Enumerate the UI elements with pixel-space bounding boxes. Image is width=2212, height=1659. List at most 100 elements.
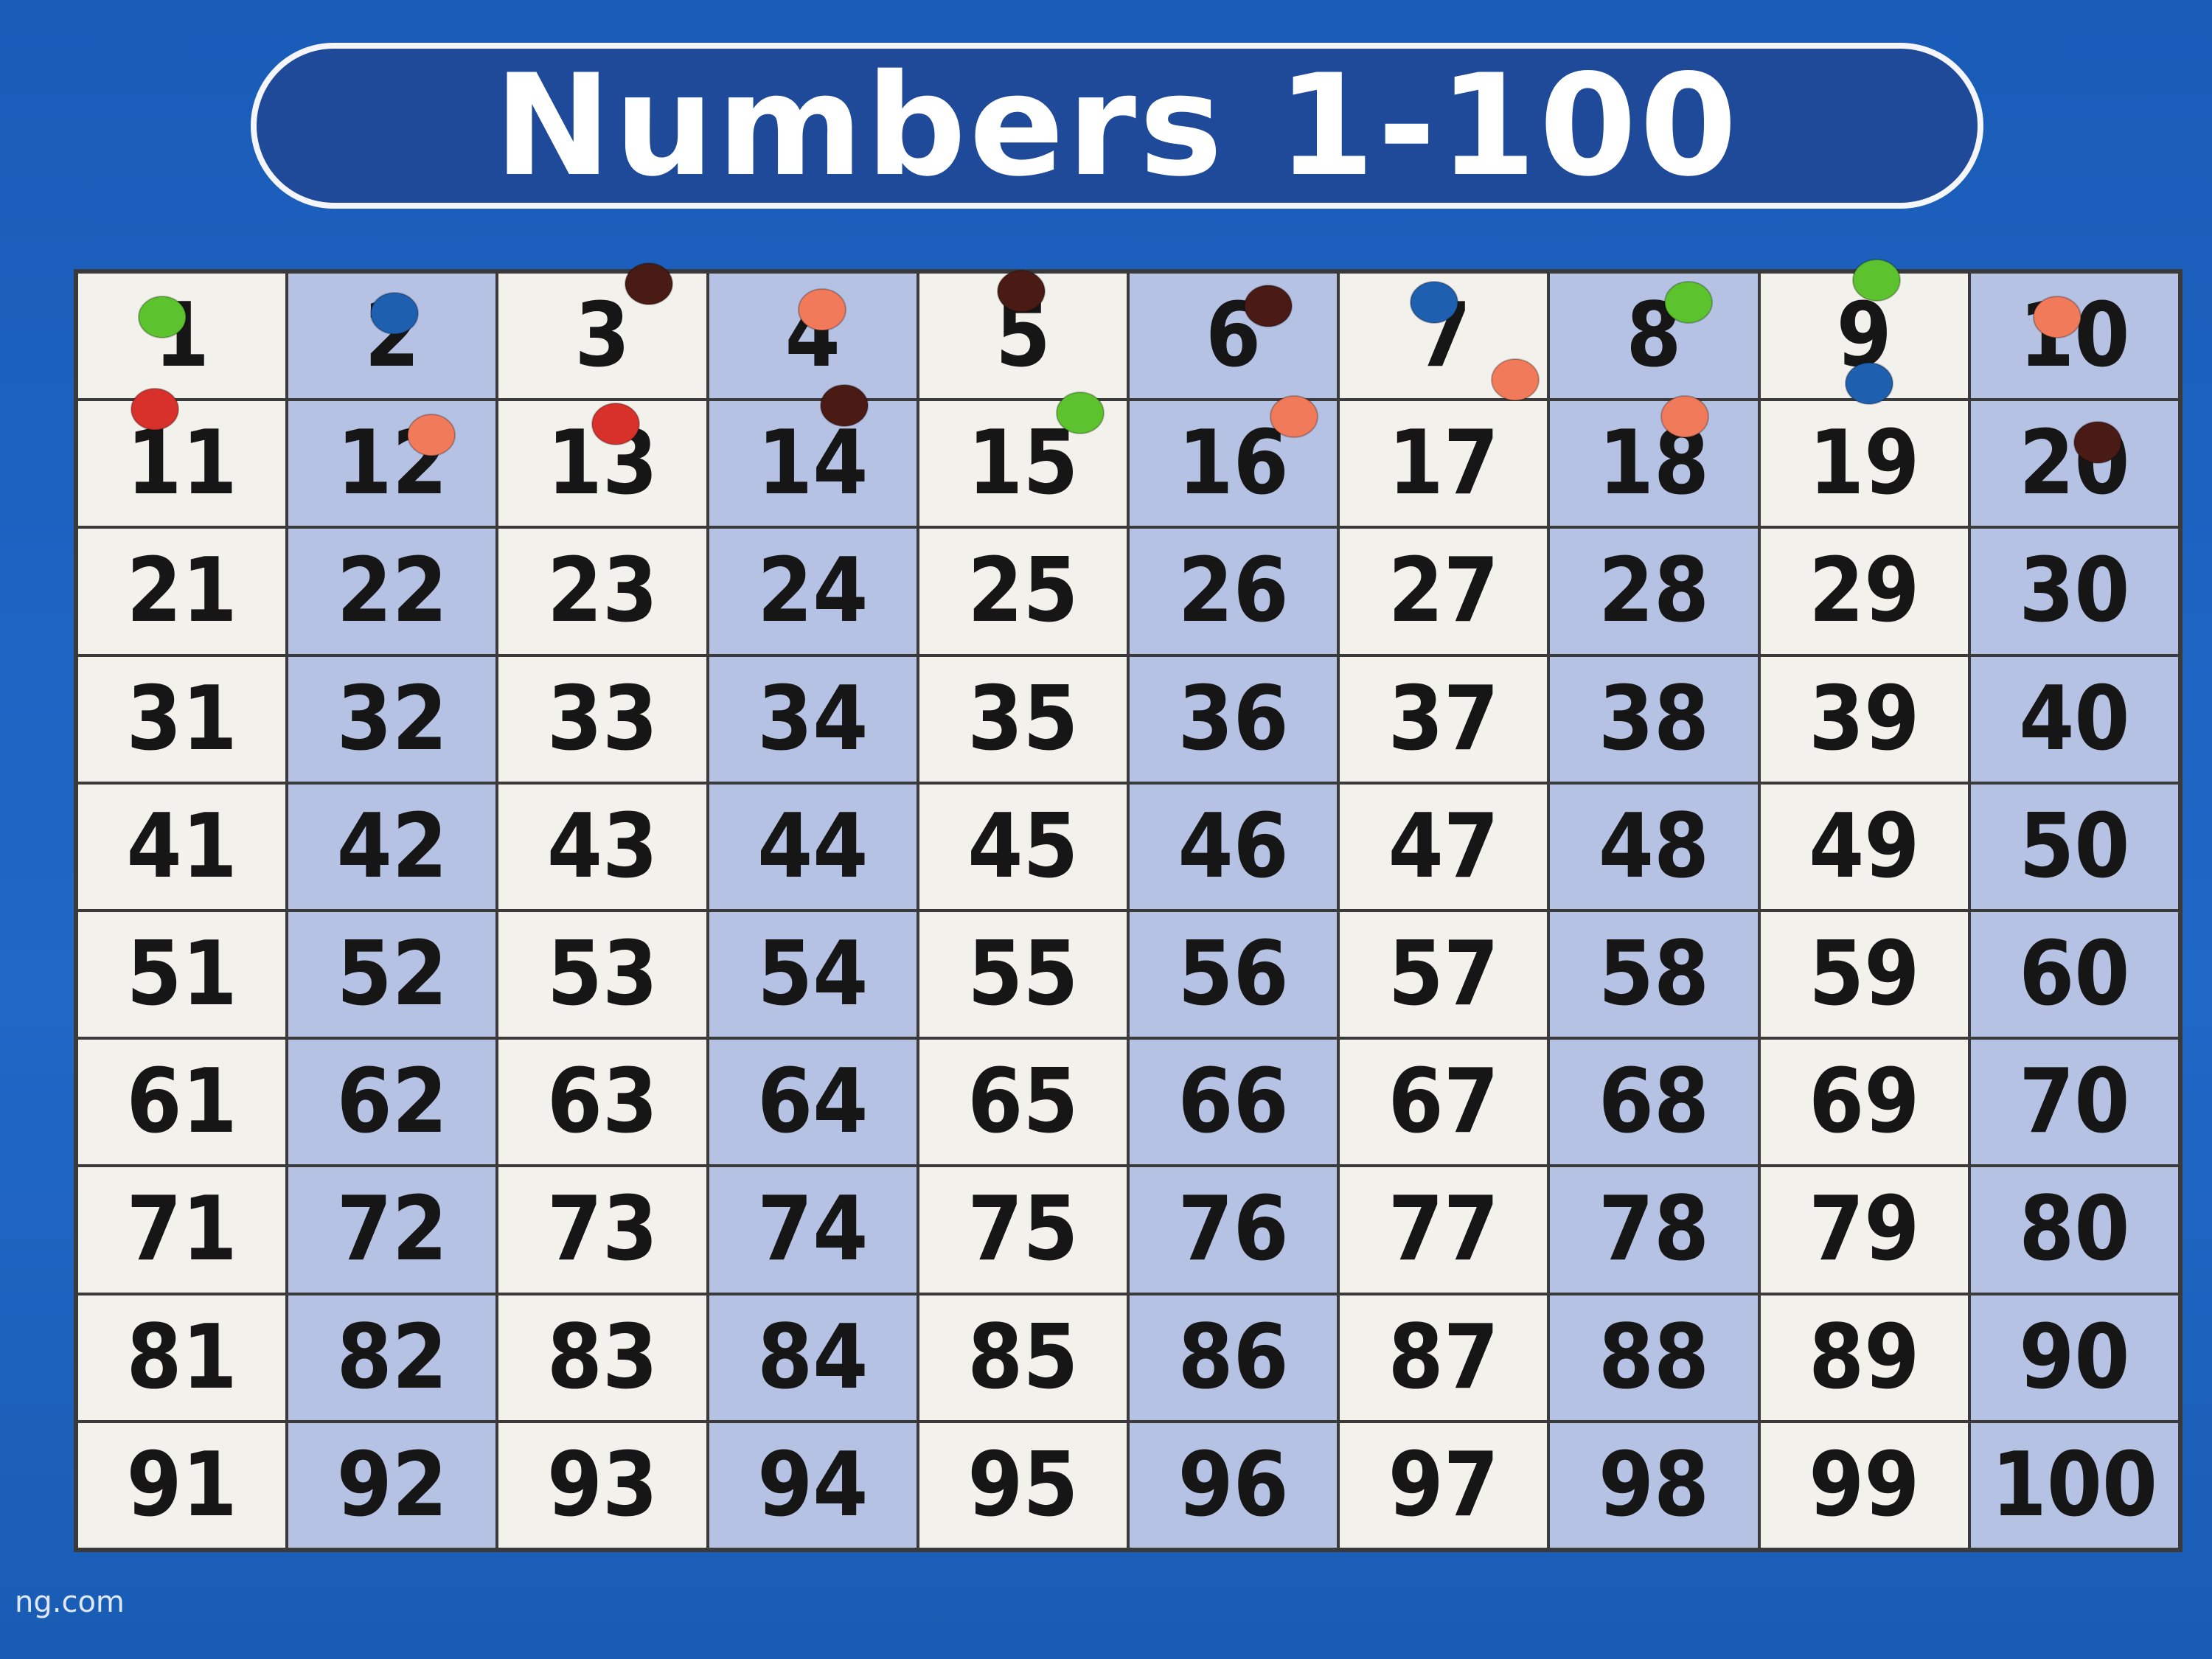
number-cell: 90 <box>1969 1293 2180 1422</box>
number-cell: 64 <box>707 1038 918 1166</box>
number-cell: 40 <box>1969 655 2180 783</box>
number-cell: 4 <box>707 272 918 400</box>
number-cell: 49 <box>1759 782 1969 911</box>
number-cell: 39 <box>1759 655 1969 783</box>
number-cell: 56 <box>1128 910 1339 1039</box>
number-cell: 14 <box>707 400 918 528</box>
number-cell: 99 <box>1759 1421 1969 1549</box>
number-cell: 87 <box>1338 1293 1549 1422</box>
number-cell: 11 <box>77 400 288 528</box>
number-cell: 51 <box>77 910 288 1039</box>
footer-url: ng.com <box>15 1585 125 1619</box>
number-cell: 59 <box>1759 910 1969 1039</box>
number-cell: 94 <box>707 1421 918 1549</box>
number-cell: 9 <box>1759 272 1969 400</box>
number-cell: 17 <box>1338 400 1549 528</box>
number-cell: 89 <box>1759 1293 1969 1422</box>
number-cell: 84 <box>707 1293 918 1422</box>
number-cell: 73 <box>497 1166 708 1294</box>
number-cell: 13 <box>497 400 708 528</box>
number-cell: 66 <box>1128 1038 1339 1166</box>
number-cell: 83 <box>497 1293 708 1422</box>
number-cell: 37 <box>1338 655 1549 783</box>
number-cell: 28 <box>1548 527 1759 655</box>
number-cell: 85 <box>917 1293 1128 1422</box>
number-cell: 74 <box>707 1166 918 1294</box>
number-cell: 97 <box>1338 1421 1549 1549</box>
number-cell: 98 <box>1548 1421 1759 1549</box>
number-cell: 86 <box>1128 1293 1339 1422</box>
number-cell: 93 <box>497 1421 708 1549</box>
number-cell: 75 <box>917 1166 1128 1294</box>
number-cell: 60 <box>1969 910 2180 1039</box>
number-cell: 26 <box>1128 527 1339 655</box>
number-cell: 45 <box>917 782 1128 911</box>
number-cell: 42 <box>287 782 498 911</box>
number-cell: 43 <box>497 782 708 911</box>
number-cell: 12 <box>287 400 498 528</box>
number-cell: 63 <box>497 1038 708 1166</box>
number-cell: 61 <box>77 1038 288 1166</box>
number-cell: 71 <box>77 1166 288 1294</box>
number-cell: 62 <box>287 1038 498 1166</box>
number-grid: 1 2 3 4 5 6 7 8 9 10 11 12 13 14 15 16 17 18 19 20 21 22 23 24 2… <box>74 269 2183 1552</box>
number-cell: 31 <box>77 655 288 783</box>
number-cell: 1 <box>77 272 288 400</box>
number-cell: 21 <box>77 527 288 655</box>
number-cell: 24 <box>707 527 918 655</box>
number-cell: 20 <box>1969 400 2180 528</box>
number-cell: 81 <box>77 1293 288 1422</box>
number-cell: 67 <box>1338 1038 1549 1166</box>
number-cell: 27 <box>1338 527 1549 655</box>
number-cell: 50 <box>1969 782 2180 911</box>
number-cell: 2 <box>287 272 498 400</box>
number-cell: 65 <box>917 1038 1128 1166</box>
number-cell: 34 <box>707 655 918 783</box>
number-cell: 70 <box>1969 1038 2180 1166</box>
title: Numbers 1-100 <box>494 44 1740 207</box>
number-cell: 47 <box>1338 782 1549 911</box>
number-cell: 53 <box>497 910 708 1039</box>
number-cell: 76 <box>1128 1166 1339 1294</box>
number-cell: 36 <box>1128 655 1339 783</box>
number-cell: 48 <box>1548 782 1759 911</box>
number-cell: 100 <box>1969 1421 2180 1549</box>
number-cell: 19 <box>1759 400 1969 528</box>
number-cell: 96 <box>1128 1421 1339 1549</box>
number-cell: 52 <box>287 910 498 1039</box>
number-cell: 23 <box>497 527 708 655</box>
number-cell: 18 <box>1548 400 1759 528</box>
number-cell: 78 <box>1548 1166 1759 1294</box>
number-cell: 32 <box>287 655 498 783</box>
number-cell: 91 <box>77 1421 288 1549</box>
number-cell: 10 <box>1969 272 2180 400</box>
number-cell: 44 <box>707 782 918 911</box>
number-cell: 46 <box>1128 782 1339 911</box>
number-cell: 69 <box>1759 1038 1969 1166</box>
number-cell: 68 <box>1548 1038 1759 1166</box>
number-cell: 5 <box>917 272 1128 400</box>
number-cell: 38 <box>1548 655 1759 783</box>
number-cell: 8 <box>1548 272 1759 400</box>
number-cell: 72 <box>287 1166 498 1294</box>
number-cell: 6 <box>1128 272 1339 400</box>
number-cell: 88 <box>1548 1293 1759 1422</box>
number-cell: 82 <box>287 1293 498 1422</box>
number-cell: 30 <box>1969 527 2180 655</box>
number-cell: 54 <box>707 910 918 1039</box>
title-banner: Numbers 1-100 <box>251 43 1983 209</box>
number-cell: 33 <box>497 655 708 783</box>
number-cell: 35 <box>917 655 1128 783</box>
number-cell: 57 <box>1338 910 1549 1039</box>
number-cell: 16 <box>1128 400 1339 528</box>
number-cell: 7 <box>1338 272 1549 400</box>
number-cell: 22 <box>287 527 498 655</box>
number-cell: 77 <box>1338 1166 1549 1294</box>
number-cell: 79 <box>1759 1166 1969 1294</box>
number-cell: 41 <box>77 782 288 911</box>
number-cell: 95 <box>917 1421 1128 1549</box>
number-cell: 3 <box>497 272 708 400</box>
number-cell: 58 <box>1548 910 1759 1039</box>
number-cell: 29 <box>1759 527 1969 655</box>
